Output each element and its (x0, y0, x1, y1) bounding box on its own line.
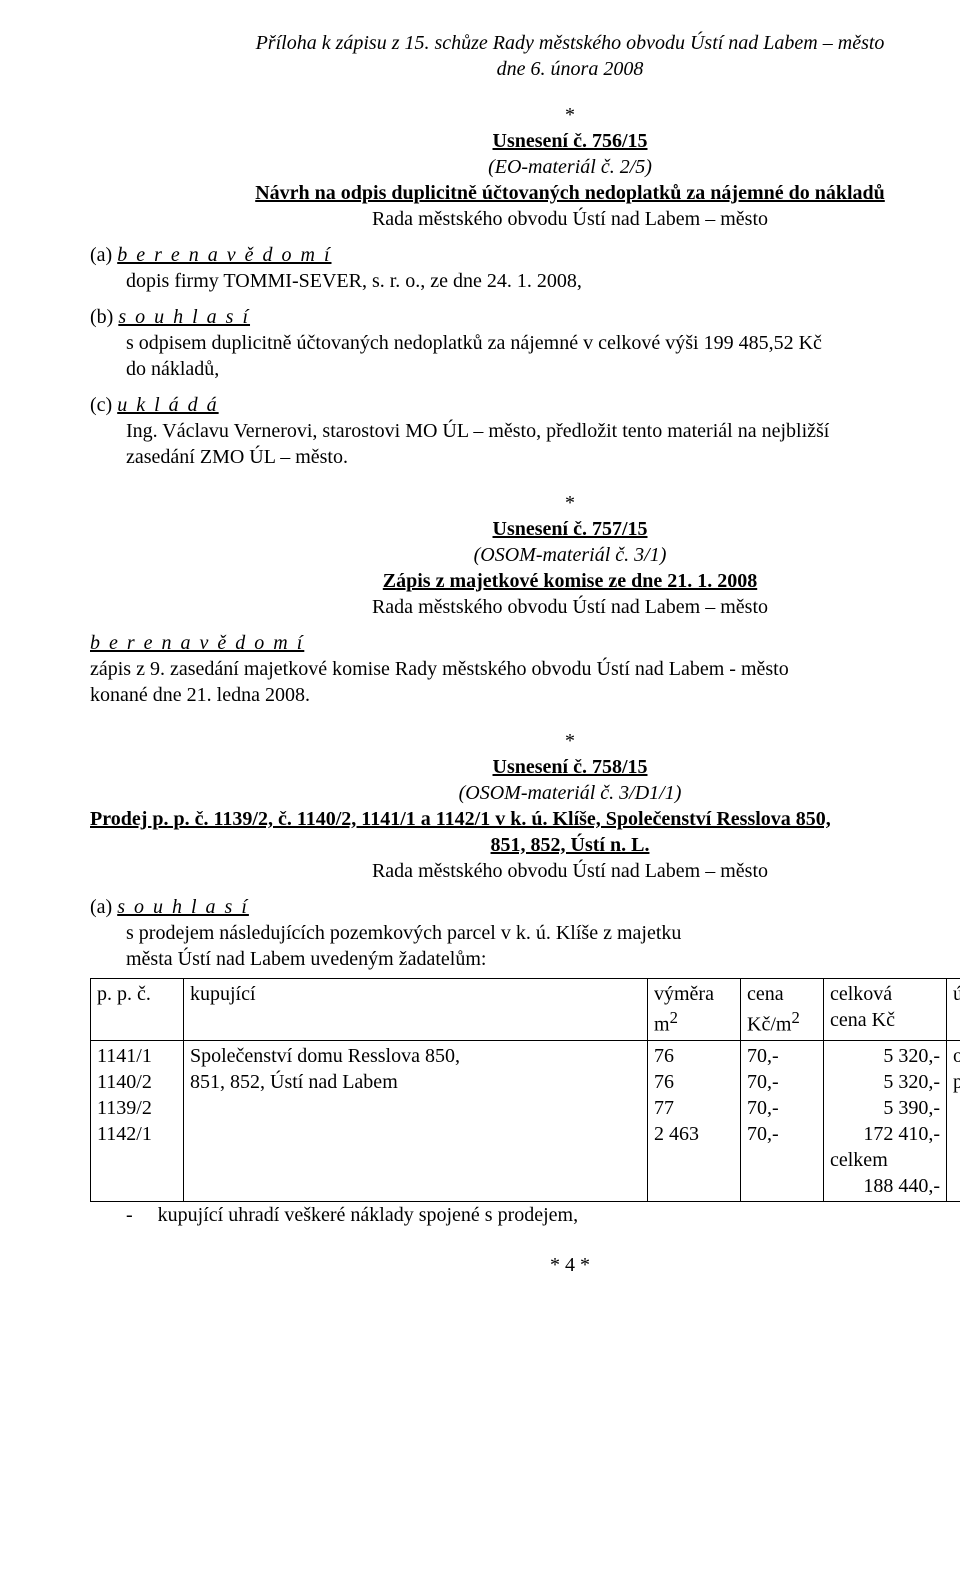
cell-text: 70,- (747, 1121, 817, 1147)
page-footer: * 4 * (90, 1252, 960, 1278)
note-dash: - (126, 1204, 158, 1226)
clause-a: (a) b e r e n a v ě d o m í (90, 242, 960, 268)
cell-purpose: obslužný pozemek (947, 1040, 960, 1201)
cell-text: 76 (654, 1069, 734, 1095)
col-price-unit: Kč/m (747, 1014, 791, 1036)
clause-c-spaced: u k l á d á (117, 394, 218, 416)
separator: * (90, 102, 960, 128)
resolution-number: Usnesení č. 757/15 (90, 516, 960, 542)
col-total: celková cena Kč (824, 979, 947, 1041)
cell-text: 77 (654, 1095, 734, 1121)
cell-text: 70,- (747, 1069, 817, 1095)
separator: * (90, 728, 960, 754)
cell-text: 5 390,- (830, 1095, 940, 1121)
cell-text: 76 (654, 1043, 734, 1069)
clause-a-label: (a) (90, 896, 117, 918)
clause-b-spaced: s o u h l a s í (118, 306, 250, 328)
col-price: cena Kč/m2 (741, 979, 824, 1041)
col-buyer: kupující (184, 979, 648, 1041)
parcels-table: p. p. č. kupující výměra m2 cena Kč/m2 c… (90, 978, 960, 1202)
cell-text: 5 320,- (830, 1069, 940, 1095)
resolution-title-1: Prodej p. p. č. 1139/2, č. 1140/2, 1141/… (90, 806, 960, 832)
col-area: výměra m2 (648, 979, 741, 1041)
table-note: - kupující uhradí veškeré náklady spojen… (90, 1202, 960, 1228)
col-ppc: p. p. č. (91, 979, 184, 1041)
cell-text: 172 410,- (830, 1121, 940, 1147)
clause-label: b e r e n a v ě d o m í (90, 630, 960, 656)
clause-b-body-1: s odpisem duplicitně účtovaných nedoplat… (90, 330, 960, 356)
clause-body-1: zápis z 9. zasedání majetkové komise Rad… (90, 656, 960, 682)
material-ref: (EO-materiál č. 2/5) (90, 154, 960, 180)
resolution-title: Návrh na odpis duplicitně účtovaných ned… (255, 182, 885, 204)
clause-a: (a) s o u h l a s í (90, 894, 960, 920)
clause-spaced: b e r e n a v ě d o m í (90, 632, 304, 654)
cell-text: 1142/1 (97, 1121, 177, 1147)
cell-price: 70,- 70,- 70,- 70,- (741, 1040, 824, 1201)
cell-area: 76 76 77 2 463 (648, 1040, 741, 1201)
clause-b: (b) s o u h l a s í (90, 304, 960, 330)
cell-text: 1141/1 (97, 1043, 177, 1069)
cell-text: 5 320,- (830, 1043, 940, 1069)
clause-a-spaced: s o u h l a s í (117, 896, 249, 918)
rada-line: Rada městského obvodu Ústí nad Labem – m… (90, 206, 960, 232)
clause-a-label: (a) (90, 244, 117, 266)
cell-text: celkem (830, 1147, 940, 1173)
clause-c: (c) u k l á d á (90, 392, 960, 418)
clause-c-label: (c) (90, 394, 117, 416)
col-purpose: účel (947, 979, 960, 1041)
clause-a-body-2: města Ústí nad Labem uvedeným žadatelům: (90, 946, 960, 972)
rada-line: Rada městského obvodu Ústí nad Labem – m… (90, 594, 960, 620)
note-text: kupující uhradí veškeré náklady spojené … (158, 1204, 578, 1226)
material-ref: (OSOM-materiál č. 3/1) (90, 542, 960, 568)
header-line-2: dne 6. února 2008 (90, 56, 960, 82)
header-line-1: Příloha k zápisu z 15. schůze Rady městs… (90, 30, 960, 56)
cell-text: obslužný (953, 1043, 960, 1069)
clause-c-body-2: zasedání ZMO ÚL – město. (90, 444, 960, 470)
cell-text: Společenství domu Resslova 850, (190, 1043, 641, 1069)
resolution-number: Usnesení č. 758/15 (90, 754, 960, 780)
col-total-label: celková (830, 983, 892, 1005)
col-area-unit: m (654, 1014, 670, 1036)
resolution-title: Zápis z majetkové komise ze dne 21. 1. 2… (383, 570, 757, 592)
col-area-label: výměra (654, 983, 714, 1005)
table-row: 1141/1 1140/2 1139/2 1142/1 Společenství… (91, 1040, 960, 1201)
clause-body-2: konané dne 21. ledna 2008. (90, 682, 960, 708)
cell-buyer: Společenství domu Resslova 850, 851, 852… (184, 1040, 648, 1201)
cell-text: 851, 852, Ústí nad Labem (190, 1069, 641, 1095)
clause-b-body-2: do nákladů, (90, 356, 960, 382)
title-text-1: Prodej p. p. č. 1139/2, č. 1140/2, 1141/… (90, 808, 831, 830)
rada-line: Rada městského obvodu Ústí nad Labem – m… (90, 858, 960, 884)
clause-c-body-1: Ing. Václavu Vernerovi, starostovi MO ÚL… (90, 418, 960, 444)
resolution-title-2: 851, 852, Ústí n. L. (491, 834, 650, 856)
cell-ppc: 1141/1 1140/2 1139/2 1142/1 (91, 1040, 184, 1201)
cell-text: 188 440,- (830, 1173, 940, 1199)
cell-text: 1139/2 (97, 1095, 177, 1121)
clause-a-spaced: b e r e n a v ě d o m í (117, 244, 331, 266)
cell-total: 5 320,- 5 320,- 5 390,- 172 410,- celkem… (824, 1040, 947, 1201)
sup-2: 2 (670, 1008, 678, 1027)
cell-text: 70,- (747, 1043, 817, 1069)
separator: * (90, 490, 960, 516)
col-total-unit: cena Kč (830, 1009, 895, 1031)
col-price-label: cena (747, 983, 784, 1005)
clause-a-body: dopis firmy TOMMI-SEVER, s. r. o., ze dn… (90, 268, 960, 294)
cell-text: pozemek (953, 1069, 960, 1095)
clause-b-label: (b) (90, 306, 118, 328)
cell-text: 1140/2 (97, 1069, 177, 1095)
material-ref: (OSOM-materiál č. 3/D1/1) (90, 780, 960, 806)
table-header-row: p. p. č. kupující výměra m2 cena Kč/m2 c… (91, 979, 960, 1041)
cell-text: 70,- (747, 1095, 817, 1121)
clause-a-body-1: s prodejem následujících pozemkových par… (90, 920, 960, 946)
cell-text: 2 463 (654, 1121, 734, 1147)
resolution-number: Usnesení č. 756/15 (90, 128, 960, 154)
sup-2: 2 (791, 1008, 799, 1027)
